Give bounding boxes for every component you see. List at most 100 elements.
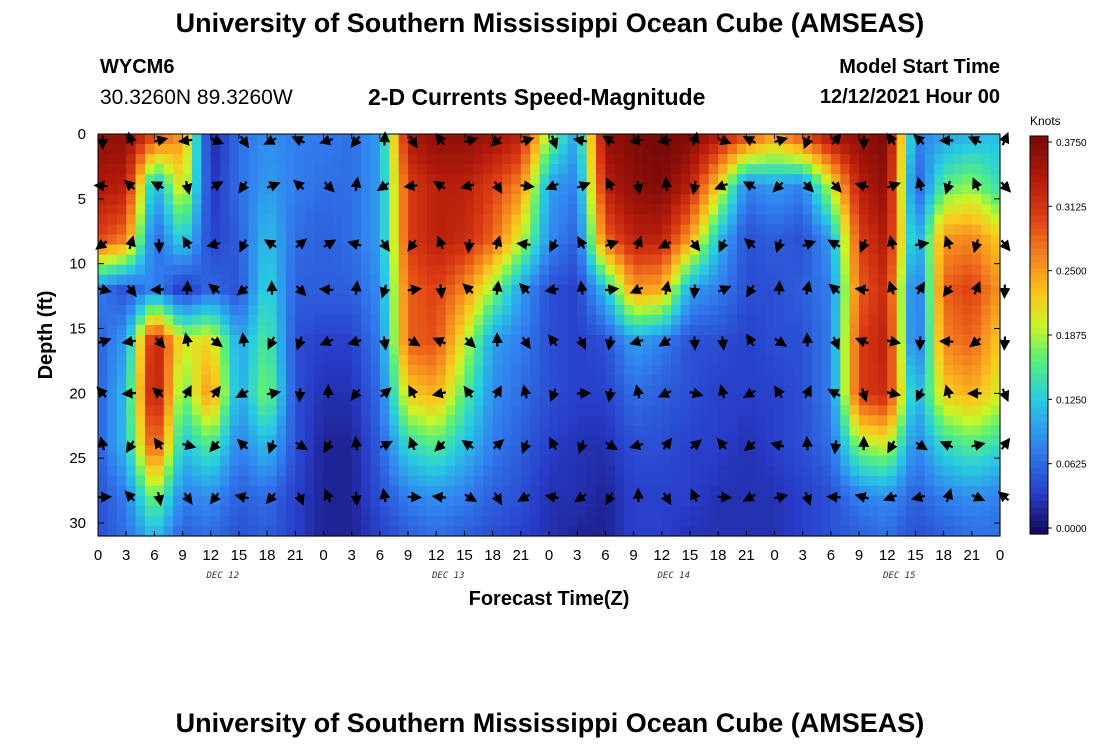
heatmap-cell: [116, 274, 127, 286]
heatmap-cell: [708, 194, 719, 205]
heatmap-cell: [285, 395, 296, 406]
heatmap-cell: [351, 475, 362, 487]
heatmap-cell: [680, 164, 691, 175]
heatmap-cell: [229, 214, 240, 226]
heatmap-cell: [859, 234, 870, 246]
heatmap-cell: [173, 345, 184, 356]
heatmap-cell: [361, 385, 372, 396]
heatmap-cell: [765, 525, 776, 537]
heatmap-cell: [201, 324, 212, 336]
heatmap-cell: [530, 274, 541, 286]
heatmap-cell: [868, 134, 879, 145]
heatmap-cell: [116, 375, 127, 386]
heatmap-cell: [727, 174, 738, 185]
heatmap-cell: [783, 284, 794, 296]
current-arrow: [323, 239, 337, 250]
heatmap-cell: [464, 505, 475, 517]
heatmap-cell: [398, 324, 409, 336]
heatmap-cell: [586, 134, 597, 145]
heatmap-cell: [577, 244, 588, 256]
heatmap-cell: [511, 204, 522, 215]
heatmap-cell: [520, 365, 531, 376]
heatmap-cell: [248, 435, 259, 447]
heatmap-cell: [915, 164, 926, 175]
heatmap-cell: [323, 495, 334, 507]
heatmap-cell: [718, 154, 729, 165]
heatmap-cell: [981, 345, 992, 356]
heatmap-cell: [840, 204, 851, 215]
heatmap-cell: [642, 234, 653, 246]
heatmap-cell: [257, 224, 268, 236]
heatmap-cell: [567, 184, 578, 195]
heatmap-cell: [323, 194, 334, 205]
heatmap-cell: [765, 505, 776, 517]
heatmap-cell: [868, 214, 879, 226]
heatmap-cell: [614, 284, 625, 296]
heatmap-cell: [652, 174, 663, 185]
heatmap-cell: [370, 154, 381, 165]
heatmap-cell: [868, 224, 879, 236]
heatmap-cell: [774, 525, 785, 537]
heatmap-cell: [661, 475, 672, 487]
heatmap-cell: [746, 505, 757, 517]
heatmap-cell: [445, 365, 456, 376]
heatmap-cell: [248, 274, 259, 286]
heatmap-cell: [736, 254, 747, 266]
heatmap-cell: [849, 495, 860, 507]
heatmap-cell: [229, 294, 240, 306]
heatmap-cell: [990, 144, 1001, 155]
heatmap-cell: [323, 455, 334, 467]
heatmap-cell: [398, 425, 409, 437]
heatmap-cell: [370, 134, 381, 145]
heatmap-cell: [549, 445, 559, 457]
heatmap-cell: [144, 405, 155, 416]
heatmap-cell: [934, 314, 945, 326]
heatmap-cell: [361, 445, 372, 457]
heatmap-cell: [812, 174, 823, 185]
heatmap-cell: [859, 154, 870, 165]
heatmap-cell: [304, 375, 315, 386]
heatmap-cell: [342, 184, 353, 195]
current-arrow: [629, 283, 644, 294]
heatmap-cell: [671, 254, 682, 266]
heatmap-cell: [455, 134, 466, 145]
heatmap-cell: [220, 505, 231, 517]
heatmap-cell: [342, 174, 353, 185]
current-arrow: [491, 280, 503, 295]
heatmap-cell: [436, 365, 447, 376]
heatmap-cell: [323, 375, 334, 386]
heatmap-cell: [549, 485, 559, 497]
heatmap-cell: [173, 294, 184, 306]
heatmap-cell: [652, 184, 663, 195]
current-arrow: [181, 180, 193, 195]
heatmap-cell: [173, 375, 184, 386]
heatmap-cell: [877, 314, 888, 326]
heatmap-cell: [708, 425, 719, 437]
heatmap-cell: [924, 144, 935, 155]
heatmap-cell: [671, 425, 682, 437]
heatmap-cell: [220, 244, 231, 256]
heatmap-cell: [445, 164, 456, 175]
heatmap-cell: [614, 495, 625, 507]
heatmap-cell: [736, 505, 747, 517]
heatmap-cell: [708, 455, 719, 467]
heatmap-cell: [962, 224, 973, 236]
heatmap-cell: [577, 254, 588, 266]
current-arrow: [999, 388, 1010, 403]
heatmap-cell: [455, 495, 466, 507]
heatmap-cell: [191, 194, 202, 205]
heatmap-cell: [671, 365, 682, 376]
heatmap-cell: [774, 415, 785, 427]
heatmap-cell: [342, 244, 353, 256]
heatmap-cell: [755, 335, 766, 346]
heatmap-cell: [849, 335, 860, 346]
heatmap-cell: [671, 475, 682, 487]
heatmap-cell: [906, 324, 917, 336]
heatmap-cell: [887, 304, 898, 316]
heatmap-cell: [727, 485, 738, 497]
heatmap-cell: [248, 505, 259, 517]
heatmap-cell: [539, 495, 550, 507]
heatmap-cell: [868, 465, 879, 477]
heatmap-cell: [642, 254, 653, 266]
heatmap-cell: [633, 304, 644, 316]
